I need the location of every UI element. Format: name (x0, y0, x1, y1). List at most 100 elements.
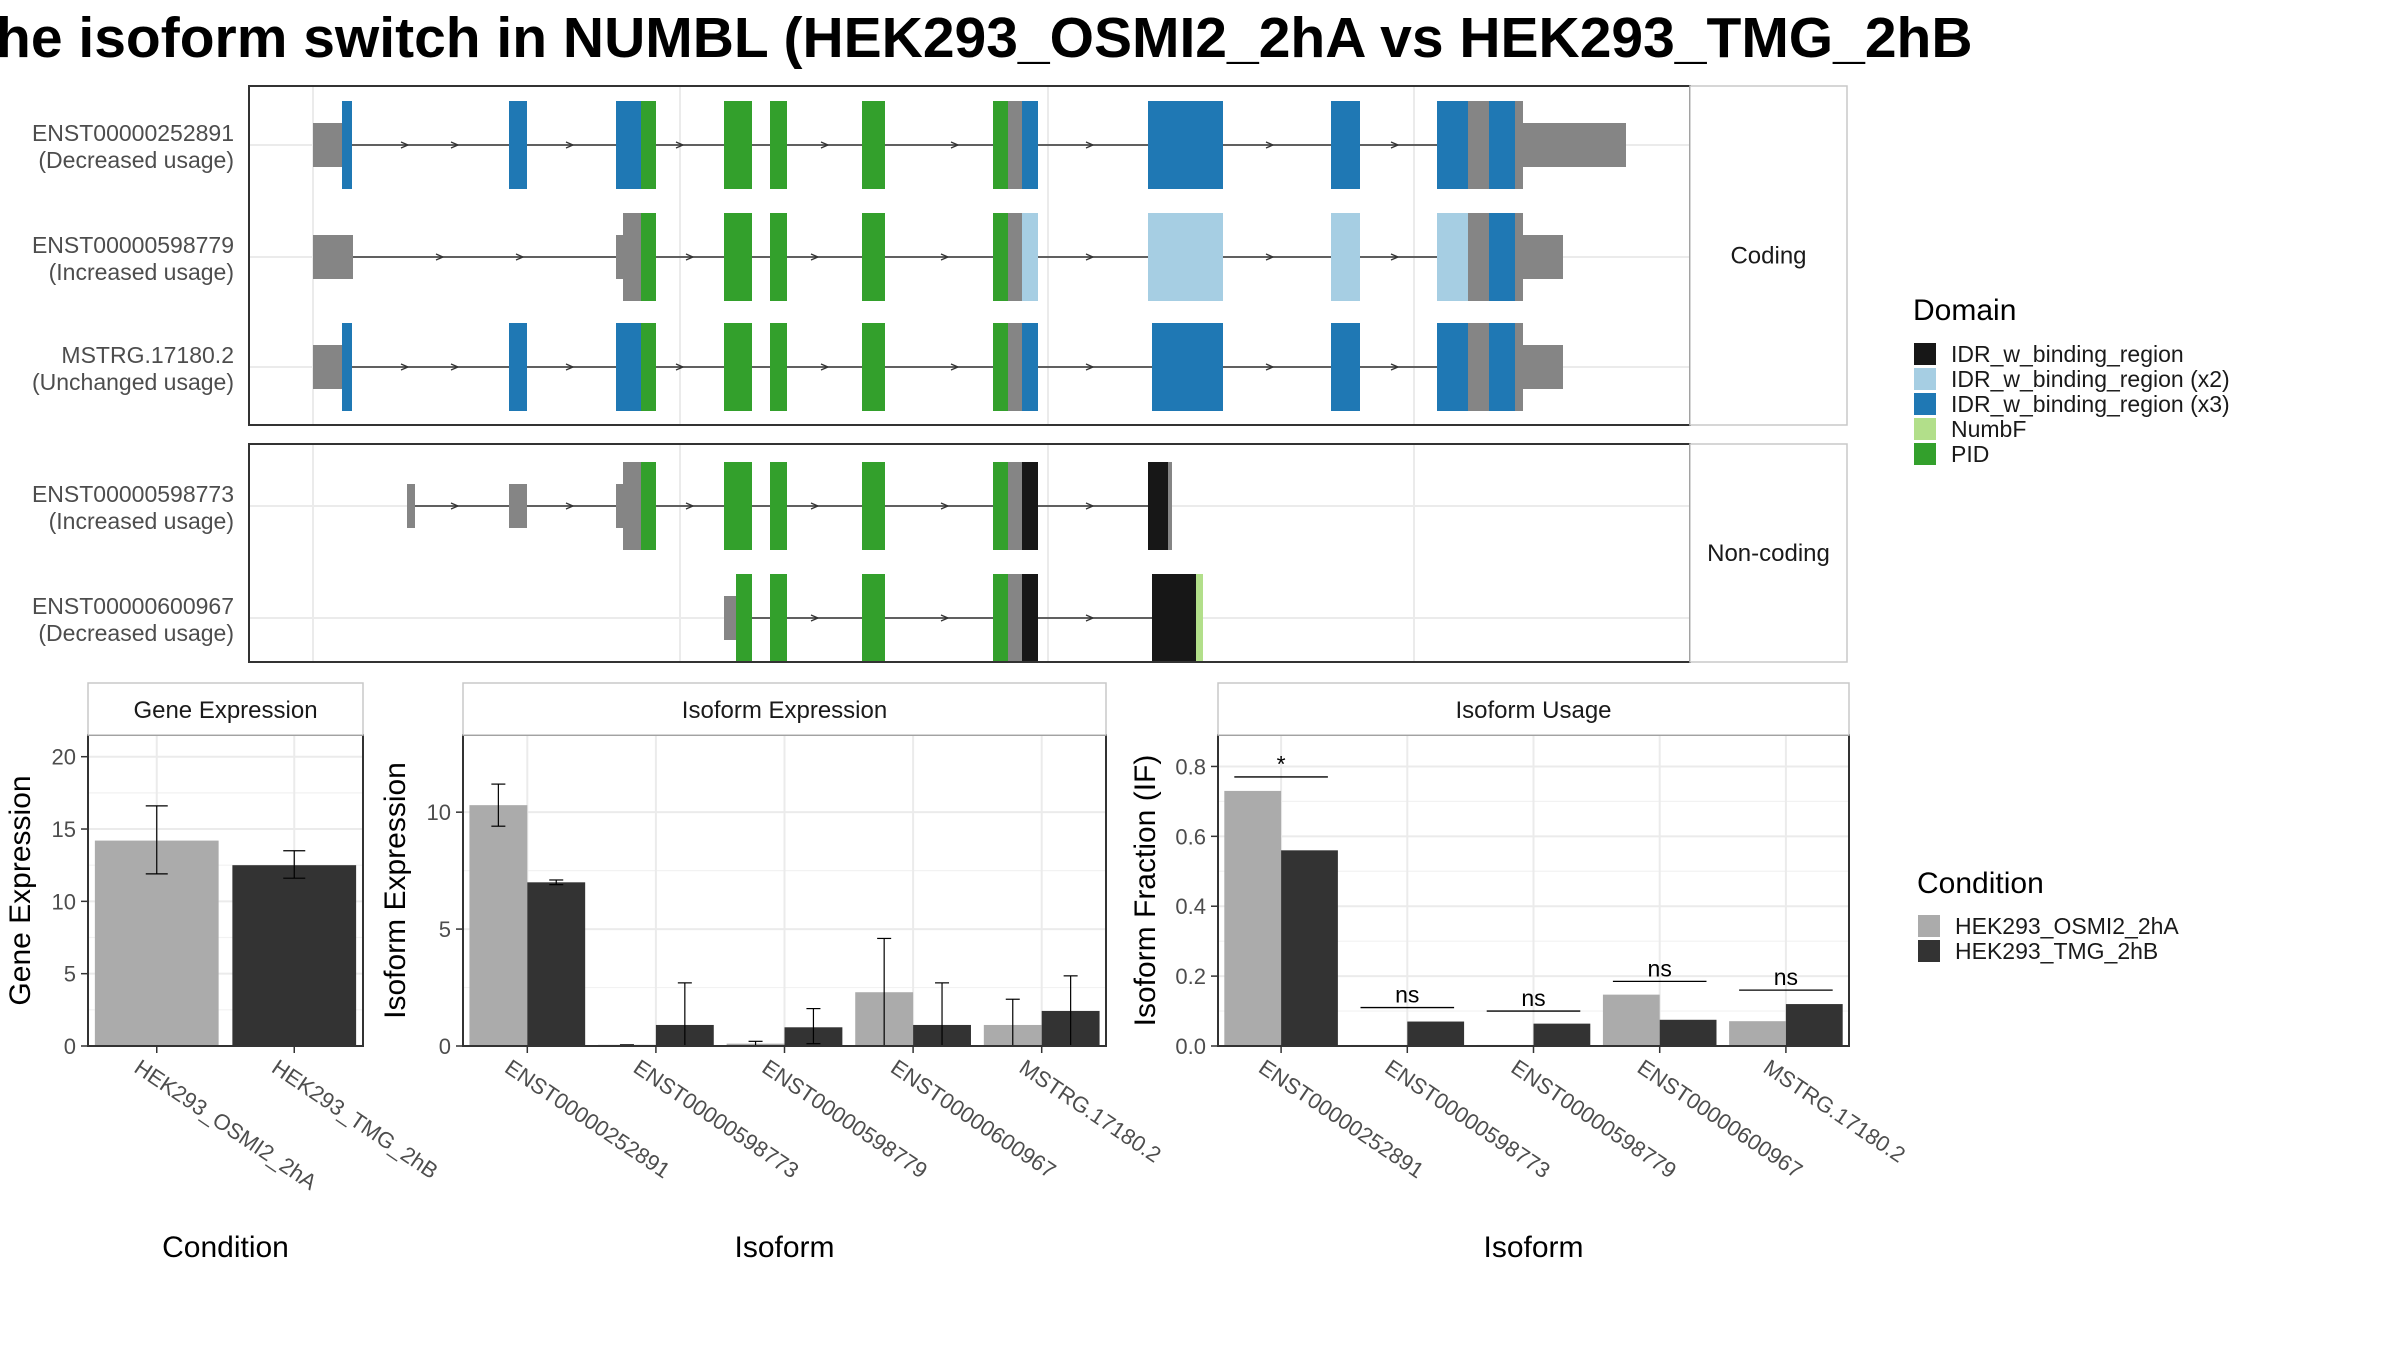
direction-arrow (1390, 363, 1400, 371)
exon (641, 462, 656, 550)
structure-facet-1: ENST00000598773(Increased usage) ENST0000… (32, 443, 1848, 663)
exon (1437, 101, 1468, 189)
direction-arrow (685, 502, 695, 510)
significance-label: ns (1648, 955, 1672, 981)
x-axis-title: Condition (162, 1231, 289, 1264)
direction-arrow (940, 253, 950, 261)
direction-arrow (400, 141, 410, 149)
transcript-usage-label: (Decreased usage) (38, 147, 234, 173)
domain-legend-key (1914, 368, 1936, 390)
exon (1515, 213, 1523, 301)
direction-arrow (1265, 363, 1275, 371)
significance-label: ns (1395, 982, 1419, 1008)
transcript-ENST00000600967: ENST00000600967(Decreased usage) (32, 574, 1203, 662)
panel-strip-title: Gene Expression (133, 697, 317, 724)
exon (641, 323, 656, 411)
exon (770, 574, 787, 662)
panel-strip (462, 682, 1107, 736)
direction-arrow (565, 363, 575, 371)
direction-arrow (685, 253, 695, 261)
bar-HEK293_OSMI2_2hA-ENST00000600967 (1602, 994, 1660, 1046)
exon (509, 484, 527, 528)
exon (724, 323, 752, 411)
y-tick-label: 5 (439, 917, 451, 942)
exon (993, 101, 1008, 189)
exon (1022, 101, 1038, 189)
direction-arrow (1390, 141, 1400, 149)
transcript-id-label: MSTRG.17180.2 (61, 342, 234, 368)
exon (623, 462, 641, 550)
exon (1152, 323, 1223, 411)
transcript-structure-panel: ENST00000252891(Decreased usage) ENST0000… (32, 85, 1848, 663)
exon (770, 462, 787, 550)
error-bar (283, 850, 306, 879)
y-axis-title: Gene Expression (4, 775, 37, 1005)
condition-legend-key (1918, 915, 1940, 937)
exon (1468, 323, 1489, 411)
panel-strip-title: Isoform Expression (682, 697, 887, 724)
exon (724, 596, 736, 640)
panel-strip (1217, 682, 1850, 736)
exon (1022, 323, 1038, 411)
transcript-usage-label: (Unchanged usage) (32, 369, 234, 395)
exon (509, 323, 527, 411)
bar-HEK293_OSMI2_2hA-ENST00000252891 (1224, 790, 1282, 1046)
exon (1331, 101, 1360, 189)
transcript-id-label: ENST00000252891 (32, 120, 234, 146)
exon (342, 323, 352, 411)
panel-strip (87, 682, 364, 736)
y-axis-title: Isoform Expression (379, 762, 412, 1019)
facet-strip (1689, 85, 1848, 426)
exon (1196, 574, 1203, 662)
exon (641, 213, 656, 301)
exon (616, 323, 641, 411)
exon (1331, 213, 1360, 301)
exon (1331, 323, 1360, 411)
x-axis-title: Isoform (734, 1231, 834, 1264)
exon (1468, 101, 1489, 189)
exon (616, 101, 641, 189)
exon (862, 574, 885, 662)
exon (313, 123, 342, 167)
bar-HEK293_TMG_2hB-ENST00000598779 (1533, 1023, 1591, 1046)
exon (1148, 101, 1223, 189)
transcript-id-label: ENST00000598773 (32, 481, 234, 507)
y-tick-label: 0 (439, 1034, 451, 1059)
direction-arrow (810, 253, 820, 261)
direction-arrow (1265, 141, 1275, 149)
facet-strip (1689, 443, 1848, 663)
error-bar (806, 1007, 821, 1045)
bar-HEK293_TMG_2hB-ENST00000252891 (527, 882, 586, 1046)
exon (1437, 323, 1468, 411)
exon (616, 484, 623, 528)
facet-background (249, 444, 1690, 662)
exon (724, 462, 752, 550)
transcript-id-label: ENST00000598779 (32, 232, 234, 258)
error-bar (491, 783, 506, 827)
direction-arrow (1085, 253, 1095, 261)
exon (1489, 101, 1515, 189)
direction-arrow (950, 141, 960, 149)
exon (1008, 574, 1022, 662)
transcript-usage-label: (Increased usage) (49, 508, 234, 534)
bar-HEK293_TMG_2hB-MSTRG.17180.2 (1785, 1004, 1843, 1046)
exon (862, 101, 885, 189)
direction-arrow (675, 363, 685, 371)
domain-legend-label: IDR_w_binding_region (x2) (1951, 366, 2230, 392)
exon (1515, 101, 1523, 189)
exon (862, 462, 885, 550)
direction-arrow (450, 502, 460, 510)
bar-HEK293_OSMI2_2hA-MSTRG.17180.2 (1729, 1021, 1786, 1046)
exon (313, 345, 342, 389)
exon (1008, 323, 1022, 411)
x-axis-title: Isoform (1483, 1231, 1583, 1264)
exon (736, 574, 752, 662)
exon (862, 323, 885, 411)
y-tick-label: 0.0 (1175, 1034, 1206, 1059)
bar-HEK293_TMG_2hB-ENST00000252891 (1281, 850, 1338, 1046)
exon (1148, 213, 1223, 301)
direction-arrow (1390, 253, 1400, 261)
exon (1022, 462, 1038, 550)
